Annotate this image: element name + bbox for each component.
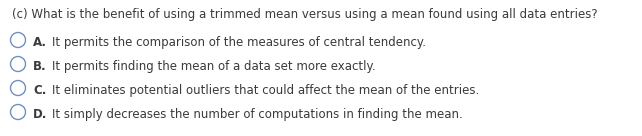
Text: It permits finding the mean of a data set more exactly.: It permits finding the mean of a data se… [52, 60, 376, 73]
Text: It permits the comparison of the measures of central tendency.: It permits the comparison of the measure… [52, 36, 426, 49]
Text: C.: C. [33, 84, 46, 97]
Text: B.: B. [33, 60, 47, 73]
Text: D.: D. [33, 108, 48, 121]
Text: It simply decreases the number of computations in finding the mean.: It simply decreases the number of comput… [52, 108, 463, 121]
Text: A.: A. [33, 36, 47, 49]
Text: It eliminates potential outliers that could affect the mean of the entries.: It eliminates potential outliers that co… [52, 84, 479, 97]
Text: (c) What is the benefit of using a trimmed mean versus using a mean found using : (c) What is the benefit of using a trimm… [12, 8, 598, 21]
